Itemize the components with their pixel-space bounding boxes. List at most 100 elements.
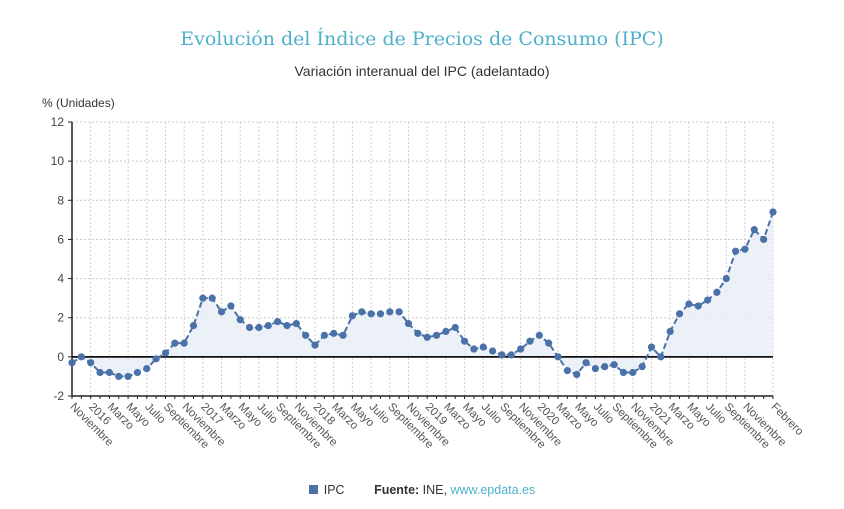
y-tick-label: 10 <box>51 154 65 168</box>
data-point[interactable]: Jul 2019: 0.5 <box>479 343 487 351</box>
data-point[interactable]: Ene 2020: 1.1 <box>535 331 543 339</box>
data-point[interactable]: Feb 2021: 0 <box>657 353 665 361</box>
data-point[interactable]: Jul 2016: -0.6 <box>143 365 151 373</box>
legend-label-ipc[interactable]: IPC <box>323 483 345 497</box>
data-point[interactable]: Mar 2019: 1.3 <box>442 327 450 336</box>
data-point[interactable]: Oct 2021: 5.4 <box>732 247 740 255</box>
data-point[interactable]: Nov 2017: 1.7 <box>292 319 300 328</box>
data-point[interactable]: May 2017: 1.9 <box>236 316 244 324</box>
data-point[interactable]: Nov 2019: 0.4 <box>517 345 525 353</box>
source-label: Fuente: <box>374 483 420 497</box>
data-point[interactable]: Ene 2019: 1 <box>423 333 431 341</box>
data-point[interactable]: Ago 2019: 0.3 <box>489 347 497 355</box>
y-axis-label: % (Unidades) <box>42 96 115 110</box>
data-point[interactable]: Jun 2021: 2.6 <box>694 302 702 310</box>
y-ticks: -2 0 2 4 6 8 10 12 <box>51 115 65 403</box>
data-point[interactable]: Mar 2020: 0 <box>554 353 562 361</box>
data-point[interactable]: Nov 2015: -0.3 <box>68 359 76 367</box>
data-point[interactable]: Abr 2019: 1.5 <box>451 323 459 332</box>
data-point[interactable]: Ago 2017: 1.6 <box>264 321 272 330</box>
data-point[interactable]: Ago 2021: 3.3 <box>713 288 721 296</box>
data-point[interactable]: Abr 2016: -1 <box>115 372 123 381</box>
data-point[interactable]: Jul 2017: 1.5 <box>255 323 263 332</box>
data-point[interactable]: Ago 2018: 2.2 <box>376 310 385 318</box>
series-line-ipc <box>71 211 774 378</box>
data-point[interactable]: May 2018: 2.1 <box>348 312 356 320</box>
data-point[interactable]: Ene 2016: -0.3 <box>87 359 95 367</box>
data-point[interactable]: Nov 2018: 1.7 <box>404 319 413 328</box>
data-point[interactable]: Ene 2018: 0.6 <box>311 341 319 349</box>
x-ticks: Noviembre2016MarzoMayoJulioSeptiembreNov… <box>67 401 805 451</box>
data-point[interactable]: Ene 2022: 6 <box>760 235 768 244</box>
data-point[interactable]: Jun 2020: -0.3 <box>582 359 590 367</box>
data-point[interactable]: Nov 2016: 0.7 <box>180 339 188 347</box>
data-point[interactable]: Ago 2020: -0.5 <box>601 363 609 371</box>
data-point[interactable]: Feb 2019: 1.1 <box>432 331 441 339</box>
data-point[interactable]: Dic 2019: 0.8 <box>526 337 534 345</box>
data-point[interactable]: Sep 2018: 2.3 <box>386 308 394 316</box>
data-point[interactable]: Feb 2020: 0.7 <box>545 339 553 347</box>
data-point[interactable]: Dic 2020: -0.5 <box>638 363 646 371</box>
y-tick-label: 8 <box>57 193 64 207</box>
data-point[interactable]: Mar 2021: 1.3 <box>666 327 674 336</box>
data-point[interactable]: Mar 2017: 2.3 <box>217 308 226 316</box>
data-point[interactable]: Oct 2016: 0.7 <box>171 339 179 347</box>
data-point[interactable]: Feb 2018: 1.1 <box>320 331 328 339</box>
axes <box>68 121 774 399</box>
source-text: INE, <box>419 483 451 497</box>
data-point[interactable]: Feb 2022: 7.4 <box>769 208 777 216</box>
data-point[interactable]: Jun 2017: 1.5 <box>245 323 254 332</box>
data-point[interactable]: May 2021: 2.7 <box>685 300 693 308</box>
series-line-group <box>71 211 774 378</box>
data-point[interactable]: Sep 2019: 0.1 <box>498 351 506 359</box>
data-point[interactable]: Jun 2019: 0.4 <box>470 345 478 353</box>
data-point[interactable]: May 2020: -0.9 <box>573 370 581 379</box>
data-point[interactable]: May 2016: -1 <box>124 372 132 381</box>
data-point[interactable]: Sep 2021: 4 <box>722 274 730 283</box>
data-point[interactable]: Oct 2019: 0.1 <box>507 351 515 359</box>
data-point[interactable]: Jul 2020: -0.6 <box>591 365 600 373</box>
data-point[interactable]: Oct 2020: -0.8 <box>619 368 628 377</box>
data-point[interactable]: Abr 2020: -0.7 <box>563 366 571 375</box>
data-point[interactable]: Abr 2017: 2.6 <box>227 302 235 310</box>
data-point[interactable]: May 2019: 0.8 <box>460 337 469 345</box>
y-tick-label: 6 <box>57 232 64 246</box>
data-point[interactable]: Ago 2016: -0.1 <box>152 355 160 363</box>
data-point[interactable]: Ene 2021: 0.5 <box>647 343 656 351</box>
data-point[interactable]: Abr 2021: 2.2 <box>675 310 684 318</box>
chart-subtitle: Variación interanual del IPC (adelantado… <box>294 63 550 79</box>
data-point[interactable]: Sep 2016: 0.2 <box>161 349 170 357</box>
data-point[interactable]: Nov 2021: 5.5 <box>741 245 749 253</box>
data-point[interactable]: Dic 2016: 1.6 <box>189 321 198 330</box>
data-point[interactable]: Jun 2016: -0.8 <box>133 368 142 377</box>
data-point[interactable]: Sep 2020: -0.4 <box>610 361 618 369</box>
data-point[interactable]: Feb 2017: 3 <box>208 294 216 302</box>
data-point[interactable]: Nov 2020: -0.8 <box>629 368 637 377</box>
data-point[interactable]: Sep 2017: 1.8 <box>274 318 282 326</box>
data-point[interactable]: Jul 2021: 2.9 <box>703 296 712 304</box>
data-point[interactable]: Dic 2018: 1.2 <box>414 329 422 337</box>
data-point[interactable]: Jul 2018: 2.2 <box>367 310 375 318</box>
data-point[interactable]: Oct 2018: 2.3 <box>395 308 403 316</box>
data-point[interactable]: Oct 2017: 1.6 <box>283 321 291 330</box>
data-point[interactable]: Ene 2017: 3 <box>199 294 207 302</box>
legend-swatch-ipc <box>308 485 318 494</box>
data-point[interactable]: Mar 2016: -0.8 <box>105 368 113 377</box>
data-point[interactable]: Dic 2015: 0 <box>77 353 85 361</box>
data-point[interactable]: Feb 2016: -0.8 <box>96 368 104 377</box>
y-tick-label: 0 <box>57 350 64 364</box>
area-fill-group <box>72 212 773 377</box>
y-tick-label: 12 <box>51 115 65 129</box>
y-tick-label: 2 <box>57 311 64 325</box>
data-point[interactable]: Dic 2021: 6.5 <box>750 226 758 234</box>
data-point[interactable]: Mar 2018: 1.2 <box>330 329 338 337</box>
ipc-line-chart: Nov 2015: -0.3Dic 2015: 0Ene 2016: -0.3F… <box>51 115 806 451</box>
source-link[interactable]: www.epdata.es <box>450 483 536 497</box>
area-fill <box>72 212 773 377</box>
data-point[interactable]: Abr 2018: 1.1 <box>339 331 347 339</box>
data-point[interactable]: Jun 2018: 2.3 <box>358 308 366 316</box>
data-point[interactable]: Dic 2017: 1.1 <box>302 331 310 339</box>
y-tick-label: 4 <box>57 272 64 286</box>
legend: IPC Fuente: INE, www.epdata.es <box>0 483 844 497</box>
chart-title: Evolución del Índice de Precios de Consu… <box>180 28 664 50</box>
